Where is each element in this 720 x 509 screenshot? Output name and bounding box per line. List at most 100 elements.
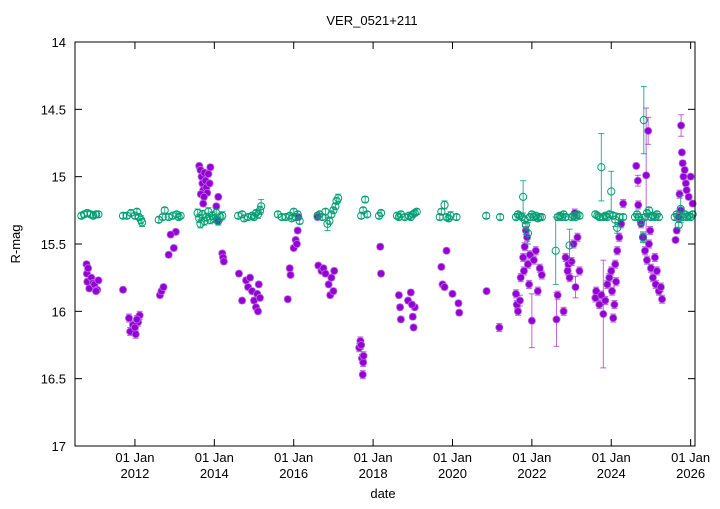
data-point (358, 370, 367, 380)
y-tick-label: 14 (52, 35, 66, 50)
data-point (684, 192, 693, 201)
data-point (244, 283, 253, 292)
x-tick-label-year: 2024 (597, 466, 626, 481)
data-point (283, 295, 292, 304)
marker-filled (686, 172, 695, 181)
marker-filled (520, 242, 529, 251)
data-point (286, 270, 295, 279)
data-point (205, 179, 214, 188)
marker-filled (377, 269, 386, 278)
data-point (537, 212, 546, 222)
marker-filled (495, 323, 504, 332)
marker-filled (634, 200, 643, 209)
series-filled (82, 107, 697, 380)
data-point (130, 322, 139, 333)
data-point (132, 314, 141, 324)
x-tick-label-date: 01 Jan (671, 450, 710, 465)
data-point (676, 195, 685, 223)
marker-filled (619, 199, 628, 208)
marker-open (565, 241, 574, 250)
marker-filled (615, 233, 624, 242)
data-point (553, 290, 562, 300)
data-point (92, 287, 101, 296)
marker-open (94, 210, 103, 219)
marker-filled (640, 246, 649, 255)
data-point (495, 322, 504, 333)
marker-filled (130, 323, 139, 332)
data-point (565, 273, 574, 283)
data-point (327, 273, 336, 282)
marker-open (609, 211, 618, 220)
marker-filled (644, 239, 653, 248)
marker-open (674, 221, 683, 230)
data-point (611, 212, 620, 227)
data-point (575, 266, 584, 276)
x-tick-label-date: 01 Jan (354, 450, 393, 465)
y-axis-label: R-mag (8, 224, 23, 263)
data-point (357, 340, 366, 350)
marker-filled (285, 264, 294, 273)
x-tick-label-date: 01 Jan (274, 450, 313, 465)
data-point (552, 291, 561, 347)
data-point (639, 85, 648, 155)
data-point (124, 313, 133, 323)
marker-open (376, 208, 386, 218)
marker-filled (608, 287, 617, 296)
marker-filled (329, 287, 338, 296)
data-point (682, 186, 691, 195)
data-point (681, 179, 690, 188)
y-tick-label: 14.5 (41, 102, 66, 117)
marker-filled (132, 315, 141, 324)
data-point (638, 231, 648, 244)
marker-filled (680, 165, 689, 174)
data-point (407, 300, 416, 309)
marker-filled (511, 289, 520, 298)
marker-filled (164, 250, 173, 259)
data-points (77, 85, 697, 380)
marker-filled (648, 273, 657, 282)
marker-open (619, 212, 628, 222)
marker-filled (200, 192, 209, 201)
data-point (359, 351, 368, 361)
data-point (334, 193, 343, 203)
data-point (176, 211, 185, 220)
marker-filled (513, 307, 522, 316)
data-point (513, 306, 522, 316)
marker-filled (565, 273, 574, 282)
data-point (619, 212, 628, 222)
x-tick-label-year: 2018 (359, 466, 388, 481)
data-point (511, 289, 520, 299)
marker-filled (610, 300, 619, 309)
data-point (525, 279, 534, 289)
marker-filled (611, 260, 620, 269)
data-point (257, 199, 266, 214)
marker-filled (656, 283, 665, 292)
x-tick-label-date: 01 Jan (433, 450, 472, 465)
marker-open (519, 192, 528, 201)
marker-filled (646, 226, 655, 235)
data-point (527, 293, 536, 349)
data-point (204, 169, 213, 178)
data-point (633, 174, 642, 187)
data-point (671, 235, 680, 244)
marker-filled (525, 280, 534, 289)
data-point (632, 161, 641, 170)
marker-filled (678, 159, 687, 168)
marker-filled (682, 186, 691, 195)
marker-filled (394, 291, 403, 300)
data-point (452, 212, 461, 222)
data-point (496, 212, 505, 222)
data-point (412, 207, 421, 216)
marker-filled (234, 269, 243, 278)
marker-filled (454, 299, 463, 308)
data-point (677, 114, 686, 137)
data-point (515, 294, 524, 307)
data-point (644, 239, 653, 249)
data-point (642, 255, 651, 265)
data-point (409, 323, 418, 332)
marker-filled (238, 296, 247, 305)
marker-filled (321, 269, 330, 278)
marker-filled (407, 300, 416, 309)
data-point (597, 133, 606, 202)
